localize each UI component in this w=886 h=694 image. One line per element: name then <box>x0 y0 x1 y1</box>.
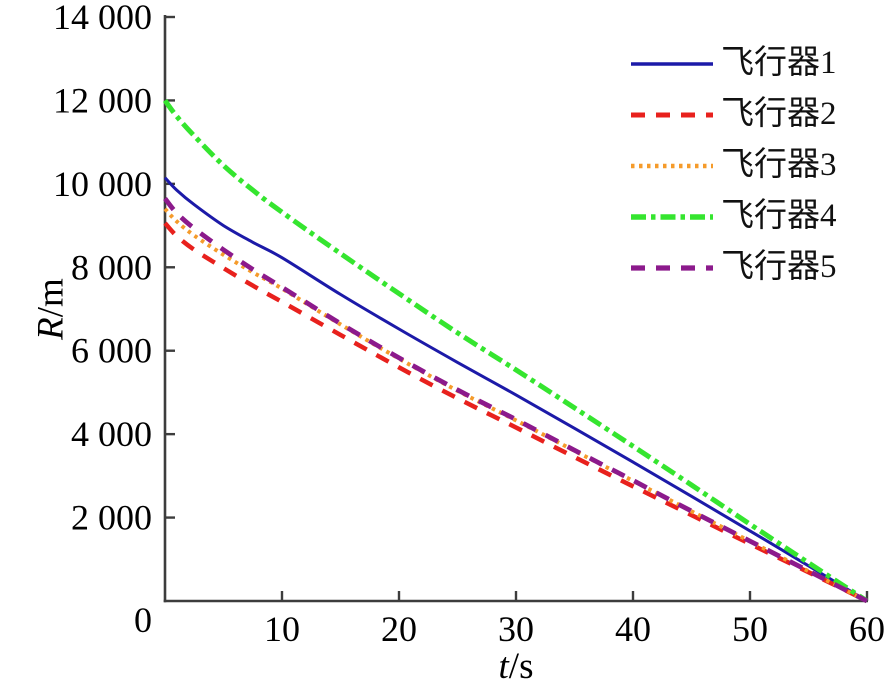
y-axis-variable: R <box>30 317 72 340</box>
y-tick-label: 4 000 <box>71 414 152 454</box>
legend-item-1: 飞行器1 <box>630 38 837 89</box>
x-tick-label: 40 <box>615 609 651 649</box>
y-tick-label: 14 000 <box>53 0 152 37</box>
legend-label-1: 飞行器1 <box>721 45 837 81</box>
legend-item-5: 飞行器5 <box>630 242 837 293</box>
legend-swatch-3 <box>631 163 713 168</box>
y-axis-title: R/m <box>30 264 72 354</box>
curves-layer <box>162 98 869 604</box>
x-axis-unit: /s <box>508 646 534 687</box>
legend-label-5: 飞行器5 <box>721 249 837 285</box>
x-axis-variable: t <box>498 646 509 687</box>
legend-label-4: 飞行器4 <box>721 198 837 234</box>
legend-swatch-2 <box>631 112 713 117</box>
x-tick-label: 10 <box>264 609 300 649</box>
x-axis-title: t/s <box>499 648 534 685</box>
x-tick-label: 20 <box>381 609 417 649</box>
legend-item-4: 飞行器4 <box>630 191 837 242</box>
y-tick-label: 8 000 <box>71 247 152 287</box>
legend: 飞行器1 飞行器2 飞行器3 飞行器4 飞行器5 <box>630 38 837 293</box>
legend-item-2: 飞行器2 <box>630 89 837 140</box>
y-tick-label: 6 000 <box>71 331 152 371</box>
y-tick-label: 10 000 <box>53 164 152 204</box>
axes-layer <box>163 15 869 603</box>
x-tick-label: 50 <box>732 609 768 649</box>
series-line-1 <box>163 176 868 603</box>
x-tick-label: 60 <box>849 609 885 649</box>
legend-swatch-1 <box>631 61 713 66</box>
origin-tick-label: 0 <box>134 600 152 640</box>
legend-swatch-5 <box>631 264 713 271</box>
legend-swatch-4 <box>631 213 713 220</box>
legend-item-3: 飞行器3 <box>630 140 837 191</box>
series-line-2 <box>163 221 868 604</box>
series-line-5 <box>163 197 869 604</box>
x-tick-label: 30 <box>498 609 534 649</box>
y-tick-label: 12 000 <box>53 80 152 120</box>
legend-label-2: 飞行器2 <box>721 96 837 132</box>
legend-label-3: 飞行器3 <box>721 147 837 183</box>
y-tick-label: 2 000 <box>71 498 152 538</box>
series-line-4 <box>162 98 869 604</box>
y-axis-unit: /m <box>30 278 72 318</box>
tick-label-layer: 2 000 4 000 6 000 8 000 10 000 12 000 14 000 10… <box>53 0 885 649</box>
